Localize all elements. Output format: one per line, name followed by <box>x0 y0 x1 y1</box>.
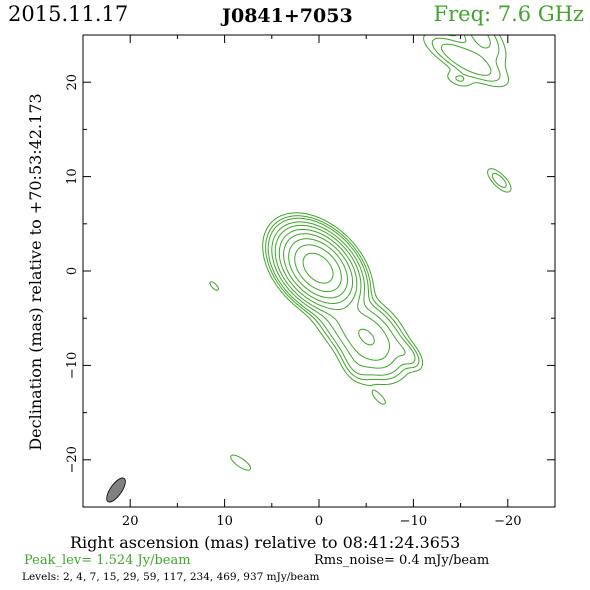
beam-layer <box>106 477 126 503</box>
contour-level-5 <box>274 224 391 361</box>
contour-levels: Levels: 2, 4, 7, 15, 29, 59, 117, 234, 4… <box>22 571 320 583</box>
peak-level: Peak_lev= 1.524 Jy/beam <box>24 553 191 568</box>
y-axis-label: Declination (mas) relative to +70:53:42.… <box>26 93 45 450</box>
x-tick-label: 10 <box>216 514 233 529</box>
x-tick-label: 20 <box>122 514 139 529</box>
contour-level-8 <box>288 238 348 299</box>
x-tick-label: −10 <box>400 514 427 529</box>
x-tick-label: −20 <box>494 514 521 529</box>
contour-level-2 <box>265 34 507 381</box>
plot-frame <box>82 34 556 508</box>
contour-layer <box>209 34 512 471</box>
y-tick-label: −10 <box>65 352 80 379</box>
contour-level-10 <box>302 252 334 284</box>
contour-level-1 <box>209 34 512 471</box>
observation-date: 2015.11.17 <box>8 2 129 26</box>
axis-tick-labels: 20 10 0 −10 −20 20 10 0 −10 −20 <box>65 74 522 529</box>
beam-ellipse <box>106 477 126 503</box>
contour-level-3 <box>267 34 492 376</box>
axis-ticks <box>83 35 555 507</box>
y-tick-label: 20 <box>65 74 80 91</box>
x-tick-label: 0 <box>315 514 323 529</box>
rms-noise: Rms_noise= 0.4 mJy/beam <box>314 553 490 568</box>
y-tick-label: 0 <box>65 267 80 275</box>
y-tick-label: 10 <box>65 168 80 185</box>
source-name: J0841+7053 <box>222 5 353 27</box>
contour-level-6 <box>278 228 375 346</box>
contour-level-4 <box>271 221 406 369</box>
y-tick-label: −20 <box>65 446 80 473</box>
contour-level-7 <box>283 233 353 304</box>
frequency-label: Freq: 7.6 GHz <box>433 2 584 26</box>
x-axis-label: Right ascension (mas) relative to 08:41:… <box>70 533 461 552</box>
contour-level-9 <box>294 244 342 293</box>
